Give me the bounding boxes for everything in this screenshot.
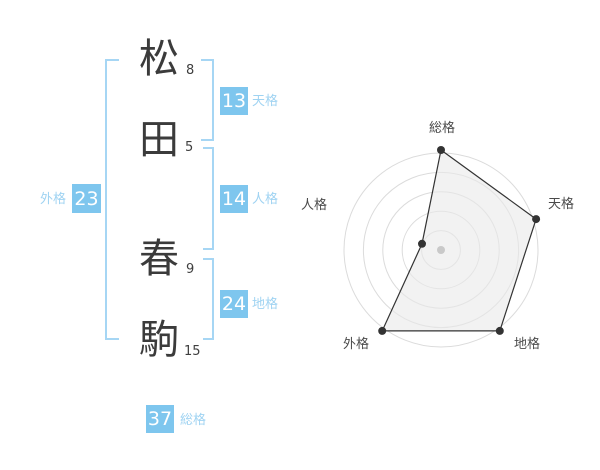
radar-vertex-dot: [418, 239, 426, 248]
radar-polygon: [381, 148, 537, 332]
radar-center-dot: [437, 246, 445, 254]
radar-axis-label: 総格: [429, 120, 455, 136]
soukaku-value-box: 37: [146, 405, 174, 433]
tenkaku-bracket: [201, 59, 214, 141]
radar-axis-label: 人格: [301, 197, 327, 213]
stroke-count-4: 15: [184, 344, 201, 359]
jinkaku-label: 人格: [252, 192, 279, 207]
radar-vertex-dot: [378, 326, 387, 335]
jinkaku-bracket: [203, 147, 214, 250]
tenkaku-label: 天格: [252, 94, 279, 109]
name-char-2: 田: [139, 117, 179, 163]
name-char-4: 駒: [139, 317, 179, 363]
radar-vertex-dot: [437, 146, 445, 154]
gaikaku-label: 外格: [39, 192, 66, 207]
radar-axis-label: 地格: [514, 336, 540, 352]
stroke-count-1: 8: [186, 63, 195, 78]
gaikaku-value-box: 23: [72, 184, 101, 213]
tenkaku-value-box: 13: [220, 87, 248, 115]
gaikaku-bracket: [105, 59, 119, 340]
radar-axis-label: 外格: [343, 336, 369, 352]
name-char-1: 松: [139, 36, 179, 82]
jinkaku-value-box: 14: [220, 185, 248, 213]
radar-vertex-dot: [495, 326, 504, 335]
chikaku-value-box: 24: [220, 290, 248, 318]
name-char-3: 春: [139, 236, 179, 282]
radar-axis-label: 天格: [548, 196, 574, 212]
chikaku-label: 地格: [252, 297, 279, 312]
radar-vertex-dot: [532, 215, 541, 224]
stroke-count-3: 9: [186, 262, 195, 277]
soukaku-label: 総格: [180, 413, 207, 428]
stroke-count-2: 5: [185, 140, 194, 155]
chikaku-bracket: [203, 258, 214, 340]
